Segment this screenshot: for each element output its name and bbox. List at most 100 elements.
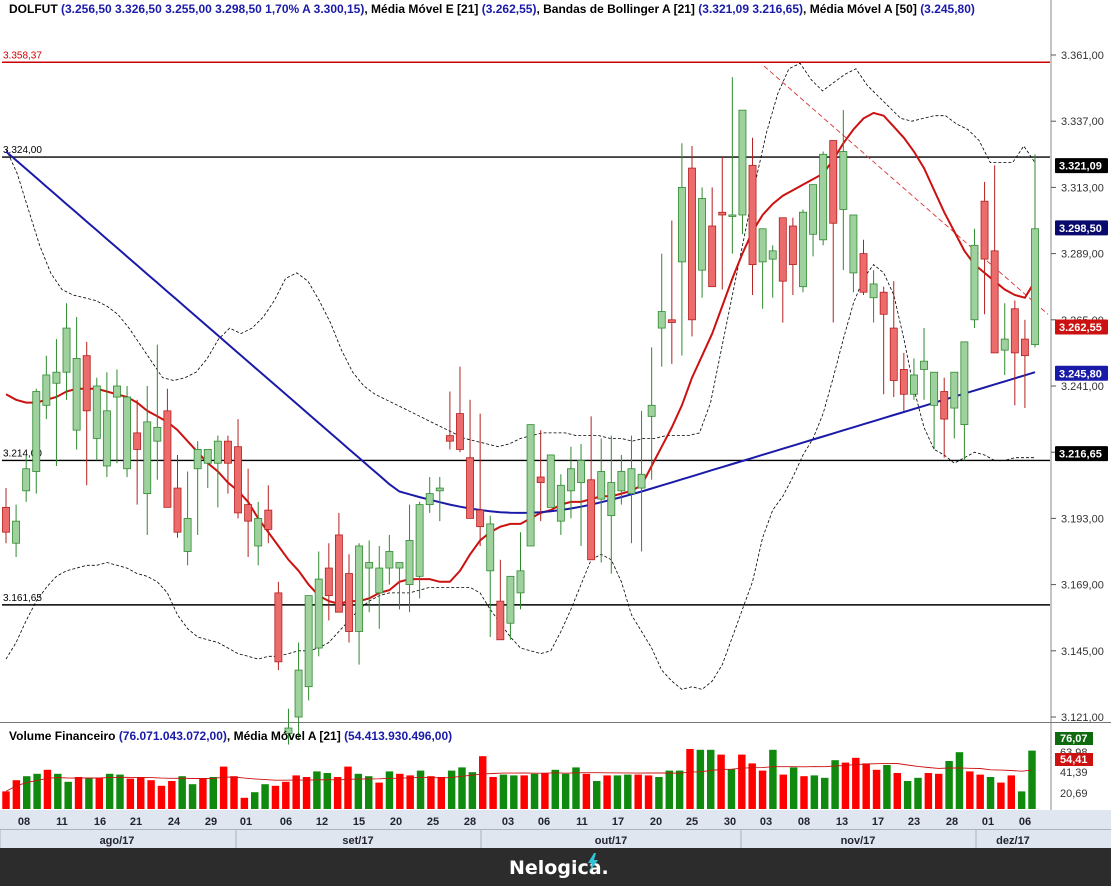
candle — [708, 187, 717, 288]
candle — [183, 471, 192, 566]
volume-bar — [541, 773, 549, 809]
candle-body — [718, 211, 727, 216]
candle — [324, 543, 333, 621]
candle-body — [970, 244, 979, 321]
logo-mark-icon — [588, 853, 598, 871]
volume-bar — [613, 775, 622, 809]
candle — [839, 110, 848, 271]
volume-bar — [43, 769, 52, 809]
candle — [758, 228, 767, 309]
volume-bar — [769, 749, 777, 809]
candle-body — [889, 327, 898, 381]
candle — [526, 424, 535, 547]
candle — [445, 391, 454, 450]
candle — [718, 157, 727, 290]
candle-body — [597, 471, 606, 500]
volume-bar — [116, 774, 124, 809]
candle — [234, 419, 242, 519]
candle — [72, 317, 81, 450]
volume-bar — [54, 773, 62, 809]
candle-body — [193, 449, 202, 470]
volume-bar — [561, 773, 570, 809]
month-label: out/17 — [595, 835, 627, 847]
candle-body — [910, 374, 918, 395]
price-badge-label: 3.262,55 — [1059, 322, 1102, 334]
candle — [385, 534, 394, 585]
time-axis-tick-label: 11 — [56, 816, 68, 828]
candle — [920, 328, 928, 400]
trendline — [763, 65, 1049, 315]
candle-body — [52, 371, 61, 384]
sma50-line — [5, 150, 1036, 514]
candle-body — [324, 567, 333, 597]
candle — [133, 399, 142, 505]
volume-bar — [406, 775, 414, 809]
candle-body — [405, 540, 414, 586]
time-axis-tick-label: 11 — [576, 816, 588, 828]
candle — [990, 165, 999, 354]
support-resistance-label: 3.358,37 — [3, 50, 42, 61]
candle — [910, 358, 918, 400]
support-resistance-label: 3.161,65 — [3, 593, 42, 604]
volume-bar — [354, 773, 363, 809]
candle — [657, 253, 666, 367]
nelogica-logo: Nelogica. — [509, 857, 609, 879]
candle-body — [355, 545, 364, 632]
volume-bar — [85, 777, 93, 809]
candle-body — [879, 291, 888, 315]
volume-bar — [551, 769, 560, 809]
candle — [395, 562, 404, 610]
candle — [1000, 303, 1009, 375]
candle-body — [153, 426, 162, 442]
time-axis-tick-label: 03 — [502, 816, 514, 828]
time-axis-tick-label: 01 — [982, 816, 994, 828]
candle-body — [899, 369, 908, 395]
candle-body — [133, 432, 142, 450]
candle-body — [839, 151, 848, 210]
time-axis-tick-label: 20 — [650, 816, 662, 828]
volume-bar — [105, 773, 114, 809]
candle-body — [254, 518, 263, 547]
candle — [768, 245, 777, 298]
candle — [940, 377, 949, 458]
volume-bar — [427, 776, 435, 809]
price-badge-label: 3.216,65 — [1059, 449, 1102, 461]
candle-body — [476, 509, 485, 528]
candle-body — [536, 476, 545, 483]
price-badge-label: 3.321,09 — [1059, 161, 1102, 173]
candle-body — [809, 184, 817, 235]
candle-body — [920, 360, 928, 370]
volume-bar — [934, 773, 943, 809]
candle-body — [224, 440, 232, 464]
candle — [62, 303, 71, 400]
volume-bar — [831, 760, 839, 809]
volume-bar — [893, 773, 902, 809]
candle-body — [738, 109, 747, 216]
price-tick-label: 3.361,00 — [1061, 50, 1104, 62]
volume-bar — [2, 791, 10, 809]
time-axis-tick-label: 08 — [798, 816, 810, 828]
candle — [788, 217, 797, 295]
price-badge — [1055, 220, 1108, 236]
candle-body — [829, 140, 838, 224]
candle-body — [617, 471, 626, 492]
candle-body — [173, 487, 182, 533]
volume-bar — [178, 776, 186, 809]
candle-body — [556, 484, 565, 522]
candle — [728, 77, 737, 254]
candle-body — [304, 595, 313, 688]
candle-body — [950, 371, 959, 409]
volume-axis-label: 41,39 — [1060, 767, 1088, 779]
candle — [22, 454, 31, 502]
candle-body — [768, 250, 777, 260]
bollinger-label: Bandas de Bollinger A [21] — [543, 2, 695, 16]
time-axis-tick-label: 08 — [18, 816, 30, 828]
candle — [52, 339, 61, 466]
volume-bar — [1007, 775, 1016, 809]
volume-bar — [209, 777, 218, 809]
volume-bar — [945, 761, 953, 809]
volume-bar — [872, 769, 881, 809]
candle — [567, 446, 575, 519]
volume-bar — [375, 782, 383, 809]
